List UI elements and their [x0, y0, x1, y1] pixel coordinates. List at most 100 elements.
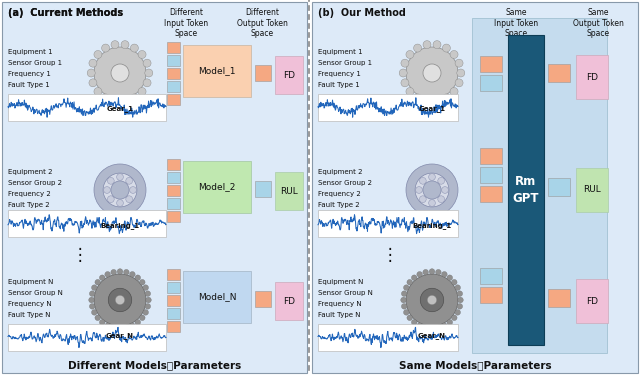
- Text: Different
Output Token
Space: Different Output Token Space: [237, 8, 287, 39]
- Text: RUL: RUL: [583, 186, 601, 195]
- Bar: [480, 56, 502, 72]
- Text: Bearing_1: Bearing_1: [100, 222, 140, 229]
- Text: Equipment 1: Equipment 1: [318, 49, 363, 55]
- Bar: [480, 186, 502, 202]
- Circle shape: [89, 297, 94, 303]
- Circle shape: [111, 181, 129, 199]
- Circle shape: [429, 200, 435, 206]
- Circle shape: [438, 196, 445, 202]
- Circle shape: [145, 291, 150, 297]
- Text: Rm
GPT: Rm GPT: [513, 175, 540, 205]
- Text: (b)  Our Method: (b) Our Method: [318, 8, 406, 18]
- Circle shape: [401, 79, 409, 87]
- Text: Sensor Group 1: Sensor Group 1: [8, 60, 62, 66]
- Circle shape: [104, 187, 110, 194]
- Bar: [508, 35, 544, 345]
- Text: Equipment 2: Equipment 2: [318, 169, 362, 175]
- Text: Gear_N: Gear_N: [106, 332, 134, 339]
- Circle shape: [401, 291, 407, 297]
- Text: Same
Input Token
Space: Same Input Token Space: [494, 8, 538, 39]
- Bar: [183, 161, 251, 213]
- Circle shape: [126, 177, 132, 184]
- Text: Equipment N: Equipment N: [318, 279, 364, 285]
- Circle shape: [140, 279, 145, 285]
- Bar: [166, 210, 179, 222]
- Circle shape: [450, 51, 458, 58]
- Circle shape: [108, 196, 114, 202]
- Circle shape: [436, 325, 441, 331]
- Circle shape: [450, 87, 458, 96]
- Circle shape: [406, 51, 414, 58]
- Circle shape: [455, 285, 460, 290]
- Circle shape: [92, 285, 97, 290]
- Circle shape: [415, 173, 449, 207]
- Circle shape: [105, 272, 111, 277]
- Circle shape: [442, 187, 449, 194]
- Text: Sensor Group 2: Sensor Group 2: [318, 180, 372, 186]
- Bar: [318, 324, 458, 351]
- Circle shape: [99, 320, 105, 325]
- Circle shape: [121, 40, 129, 49]
- Text: (a)  Current Methods: (a) Current Methods: [8, 8, 123, 18]
- Circle shape: [131, 44, 138, 52]
- Text: Sensor Group N: Sensor Group N: [8, 290, 63, 296]
- Bar: [166, 93, 179, 105]
- Circle shape: [401, 59, 409, 67]
- Circle shape: [124, 269, 129, 275]
- Circle shape: [417, 323, 422, 328]
- Text: Frequency 2: Frequency 2: [318, 191, 361, 197]
- Circle shape: [129, 272, 135, 277]
- Text: Equipment N: Equipment N: [8, 279, 53, 285]
- Text: Fault Type 1: Fault Type 1: [8, 82, 50, 88]
- Text: FD: FD: [283, 70, 295, 80]
- Circle shape: [404, 310, 409, 315]
- Circle shape: [90, 303, 95, 309]
- Bar: [576, 55, 608, 99]
- Circle shape: [138, 51, 146, 58]
- Circle shape: [135, 275, 141, 280]
- Circle shape: [420, 288, 444, 312]
- Circle shape: [145, 69, 153, 77]
- Circle shape: [95, 279, 100, 285]
- Bar: [8, 324, 166, 351]
- Bar: [166, 42, 179, 53]
- Circle shape: [447, 320, 452, 325]
- Bar: [255, 65, 271, 81]
- Text: Frequency 1: Frequency 1: [8, 71, 51, 77]
- Text: Equipment 1: Equipment 1: [8, 49, 52, 55]
- Text: Different
Input Token
Space: Different Input Token Space: [164, 8, 208, 39]
- Bar: [255, 291, 271, 307]
- Bar: [548, 289, 570, 307]
- Bar: [166, 81, 179, 92]
- Text: RUL: RUL: [280, 186, 298, 195]
- Circle shape: [407, 279, 413, 285]
- Bar: [183, 271, 251, 323]
- Circle shape: [131, 94, 138, 102]
- Bar: [480, 167, 502, 183]
- Circle shape: [111, 40, 119, 49]
- Circle shape: [436, 269, 441, 275]
- Circle shape: [95, 315, 100, 321]
- Circle shape: [419, 177, 426, 184]
- Text: Model_2: Model_2: [198, 183, 236, 192]
- Circle shape: [404, 285, 409, 290]
- Circle shape: [423, 325, 428, 331]
- Circle shape: [94, 274, 146, 326]
- Circle shape: [105, 323, 111, 328]
- Circle shape: [457, 291, 463, 297]
- Text: Sensor Group N: Sensor Group N: [318, 290, 373, 296]
- Circle shape: [130, 187, 136, 194]
- Circle shape: [412, 320, 417, 325]
- Circle shape: [94, 47, 146, 99]
- Circle shape: [94, 87, 102, 96]
- Circle shape: [401, 297, 406, 303]
- Circle shape: [433, 98, 441, 105]
- Text: Model_1: Model_1: [198, 66, 236, 75]
- Bar: [166, 54, 179, 66]
- Text: Model_N: Model_N: [198, 292, 236, 302]
- Circle shape: [428, 296, 436, 304]
- Bar: [548, 64, 570, 82]
- Text: FD: FD: [586, 72, 598, 81]
- Bar: [8, 210, 166, 237]
- Bar: [166, 308, 179, 318]
